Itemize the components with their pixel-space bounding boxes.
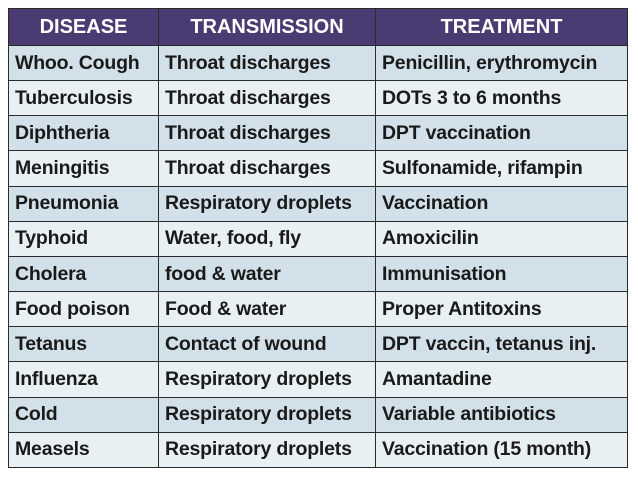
cell-treatment: DPT vaccination [375, 115, 628, 152]
cell-disease: Tetanus [8, 326, 159, 363]
cell-treatment: Amoxicilin [375, 220, 628, 257]
cell-treatment: Penicillin, erythromycin [375, 44, 628, 82]
table-row: Cholera food & water Immunisation [8, 255, 628, 293]
cell-disease: Diphtheria [8, 115, 159, 152]
header-treatment: TREATMENT [375, 8, 628, 46]
table-body: Whoo. Cough Throat discharges Penicillin… [8, 44, 628, 469]
cell-transmission: Throat discharges [158, 150, 376, 187]
cell-transmission: Throat discharges [158, 80, 376, 117]
table-row: Whoo. Cough Throat discharges Penicillin… [8, 44, 628, 82]
cell-transmission: Food & water [158, 291, 376, 328]
table-row: Typhoid Water, food, fly Amoxicilin [8, 220, 628, 257]
cell-transmission: Respiratory droplets [158, 361, 376, 398]
cell-disease: Measels [8, 431, 159, 469]
disease-table-container: DISEASE TRANSMISSION TREATMENT Whoo. Cou… [8, 8, 628, 469]
cell-disease: Pneumonia [8, 185, 159, 222]
table-row: Pneumonia Respiratory droplets Vaccinati… [8, 185, 628, 222]
cell-treatment: Proper Antitoxins [375, 291, 628, 328]
header-disease: DISEASE [8, 8, 159, 46]
cell-transmission: Respiratory droplets [158, 396, 376, 433]
cell-transmission: Water, food, fly [158, 220, 376, 257]
cell-disease: Food poison [8, 291, 159, 328]
cell-treatment: Immunisation [375, 255, 628, 293]
table-row: Cold Respiratory droplets Variable antib… [8, 396, 628, 433]
cell-disease: Cold [8, 396, 159, 433]
cell-treatment: DOTs 3 to 6 months [375, 80, 628, 117]
cell-treatment: Variable antibiotics [375, 396, 628, 433]
table-row: Meningitis Throat discharges Sulfonamide… [8, 150, 628, 187]
table-row: Food poison Food & water Proper Antitoxi… [8, 291, 628, 328]
cell-transmission: Respiratory droplets [158, 431, 376, 469]
cell-disease: Tuberculosis [8, 80, 159, 117]
table-row: Diphtheria Throat discharges DPT vaccina… [8, 115, 628, 152]
cell-transmission: Throat discharges [158, 44, 376, 82]
table-header: DISEASE TRANSMISSION TREATMENT [8, 8, 628, 46]
header-row: DISEASE TRANSMISSION TREATMENT [8, 8, 628, 46]
disease-table: DISEASE TRANSMISSION TREATMENT Whoo. Cou… [8, 8, 628, 469]
cell-disease: Meningitis [8, 150, 159, 187]
cell-treatment: DPT vaccin, tetanus inj. [375, 326, 628, 363]
cell-treatment: Sulfonamide, rifampin [375, 150, 628, 187]
header-transmission: TRANSMISSION [158, 8, 376, 46]
cell-treatment: Vaccination (15 month) [375, 431, 628, 469]
cell-transmission: food & water [158, 255, 376, 293]
cell-disease: Influenza [8, 361, 159, 398]
table-row: Influenza Respiratory droplets Amantadin… [8, 361, 628, 398]
table-row: Tuberculosis Throat discharges DOTs 3 to… [8, 80, 628, 117]
cell-transmission: Throat discharges [158, 115, 376, 152]
cell-transmission: Contact of wound [158, 326, 376, 363]
cell-disease: Cholera [8, 255, 159, 293]
cell-treatment: Vaccination [375, 185, 628, 222]
table-row: Tetanus Contact of wound DPT vaccin, tet… [8, 326, 628, 363]
cell-disease: Typhoid [8, 220, 159, 257]
cell-transmission: Respiratory droplets [158, 185, 376, 222]
cell-treatment: Amantadine [375, 361, 628, 398]
cell-disease: Whoo. Cough [8, 44, 159, 82]
table-row: Measels Respiratory droplets Vaccination… [8, 431, 628, 469]
